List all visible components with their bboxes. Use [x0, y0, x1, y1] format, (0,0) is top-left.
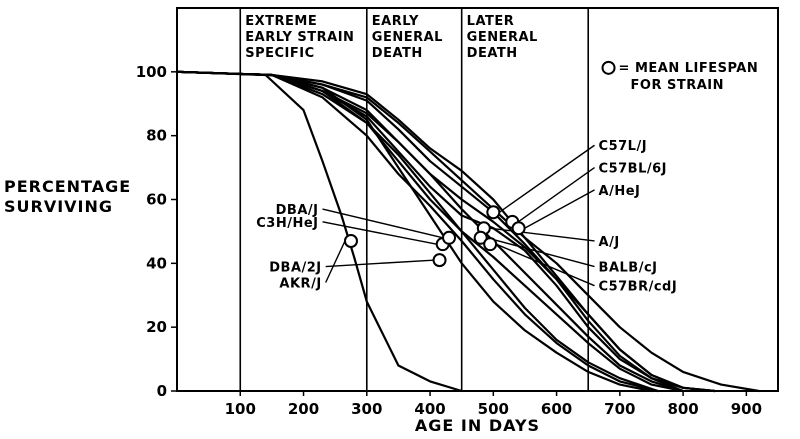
x-tick-label-0: 100 [225, 400, 256, 418]
mean-lifespan-point-9 [483, 237, 498, 252]
legend: = MEAN LIFESPAN FOR STRAIN [601, 60, 759, 93]
x-tick-label-2: 300 [351, 400, 382, 418]
phase-label-0-line-0: EXTREME [245, 14, 317, 29]
survival-curve-10 [175, 70, 761, 393]
x-tick-label-1: 200 [288, 400, 319, 418]
leader-line-5 [517, 167, 595, 223]
y-tick-label-5: 100 [136, 63, 167, 81]
y-tick-label-0: 0 [157, 382, 167, 400]
phase-label-2-line-2: DEATH [467, 46, 518, 61]
leader-line-8 [486, 237, 595, 268]
leader-line-1 [325, 259, 434, 268]
strain-label-6: A/HeJ [599, 184, 641, 199]
survival-curves [175, 70, 761, 393]
x-tick-label-3: 400 [414, 400, 445, 418]
leader-line-3 [322, 208, 444, 239]
legend-text-line-1: FOR STRAIN [631, 78, 725, 93]
phase-label-0-line-2: SPECIFIC [245, 46, 314, 61]
y-axis-title-line-0: PERCENTAGE [4, 177, 131, 196]
strain-label-5: C57BL/6J [599, 162, 667, 177]
y-tick-label-4: 80 [146, 127, 167, 145]
strain-label-7: A/J [599, 235, 620, 250]
y-tick-label-3: 60 [146, 191, 167, 209]
x-tick-label-6: 700 [604, 400, 635, 418]
x-tick-label-7: 800 [667, 400, 698, 418]
phase-dividers [239, 8, 590, 391]
strain-label-4: C57L/J [599, 139, 648, 154]
x-axis-ticks: 100 200 300 400 500 600 700 800 900 [225, 391, 762, 418]
mean-lifespan-point-3 [442, 230, 457, 245]
survival-curve-5 [175, 70, 716, 393]
survival-curve-4 [175, 70, 716, 393]
mean-lifespan-point-4 [486, 205, 501, 220]
mean-lifespan-point-0 [343, 233, 358, 248]
mean-lifespan-point-1 [432, 253, 447, 268]
phase-label-2-line-1: GENERAL [467, 30, 538, 45]
x-tick-label-5: 600 [541, 400, 572, 418]
strain-label-3: DBA/J [276, 203, 319, 218]
survival-curve-3 [175, 70, 659, 393]
leader-line-7 [489, 227, 595, 242]
survival-curve-9 [175, 70, 685, 393]
y-tick-label-1: 20 [146, 318, 167, 336]
leader-line-9 [495, 243, 595, 287]
label-leader-lines [322, 144, 595, 287]
mean-lifespan-point-8 [473, 230, 488, 245]
legend-text-line-0: = MEAN LIFESPAN [619, 61, 759, 76]
strain-label-2: C3H/HeJ [256, 216, 318, 231]
phase-label-0-line-1: EARLY STRAIN [245, 30, 354, 45]
phase-label-1-line-2: DEATH [372, 46, 423, 61]
mean-lifespan-point-6 [511, 221, 526, 236]
strain-label-1: DBA/2J [269, 261, 321, 276]
y-axis-title-line-1: SURVIVING [4, 197, 113, 216]
strain-label-9: C57BR/cdJ [599, 280, 678, 295]
legend-mean-symbol [601, 60, 616, 75]
x-tick-label-4: 500 [478, 400, 509, 418]
y-tick-label-2: 40 [146, 254, 167, 272]
strain-label-8: BALB/cJ [599, 261, 658, 276]
leader-line-4 [498, 144, 595, 213]
strain-label-0: AKR/J [279, 276, 321, 291]
leader-line-6 [524, 189, 595, 229]
x-axis-title: AGE IN DAYS [415, 416, 540, 435]
y-axis-ticks: 0 20 40 60 80 100 [136, 63, 177, 400]
phase-label-1-line-0: EARLY [372, 14, 419, 29]
leader-line-0 [325, 240, 346, 283]
phase-label-2-line-0: LATER [467, 14, 515, 29]
survival-curve-8 [175, 70, 685, 393]
survival-curve-6 [175, 70, 716, 393]
mean-lifespan-markers [343, 205, 526, 268]
phase-label-1-line-1: GENERAL [372, 30, 443, 45]
leader-line-2 [322, 221, 437, 245]
x-tick-label-8: 900 [731, 400, 762, 418]
